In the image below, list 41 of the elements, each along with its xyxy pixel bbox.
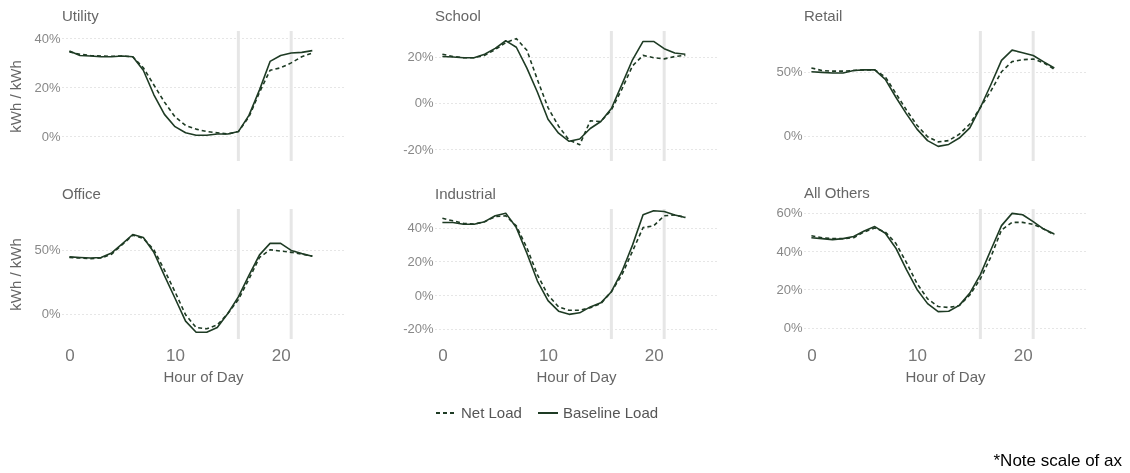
y-tick-label: 0% xyxy=(41,306,61,322)
x-tick-label: 20 xyxy=(271,345,291,365)
x-tick-label: 20 xyxy=(1013,345,1033,365)
legend-label: Net Load xyxy=(461,404,522,421)
chart-title: School xyxy=(435,6,481,24)
y-tick-label: 20% xyxy=(34,79,61,95)
y-tick-label: 0% xyxy=(783,320,803,336)
chart-title: All Others xyxy=(804,183,870,201)
x-axis-title: Hour of Day xyxy=(163,367,245,385)
y-tick-label: 40% xyxy=(407,220,434,236)
y-tick-label: 40% xyxy=(776,243,803,259)
y-axis-title: kWh / kWh xyxy=(7,238,25,311)
x-tick-label: 0 xyxy=(65,345,75,365)
y-axis-title: kWh / kWh xyxy=(7,60,25,133)
chart-title: Office xyxy=(62,184,101,202)
chart-title: Utility xyxy=(62,6,100,24)
chart-title: Retail xyxy=(804,6,843,24)
y-tick-label: 20% xyxy=(776,281,803,297)
y-tick-label: 20% xyxy=(407,253,434,269)
text: *Note scale of ax xyxy=(993,451,1122,471)
y-tick-label: 0% xyxy=(414,287,434,303)
x-tick-label: 10 xyxy=(539,345,558,365)
x-axis-title: Hour of Day xyxy=(536,367,618,385)
y-tick-label: 50% xyxy=(34,242,61,258)
y-tick-label: 0% xyxy=(414,95,434,111)
y-tick-label: 40% xyxy=(34,30,61,46)
x-tick-label: 10 xyxy=(166,345,185,365)
y-tick-label: 50% xyxy=(776,64,803,80)
x-tick-label: 20 xyxy=(644,345,664,365)
chart-title: Industrial xyxy=(435,184,496,202)
x-tick-label: 10 xyxy=(908,345,927,365)
y-tick-label: 0% xyxy=(41,128,61,144)
y-tick-label: -20% xyxy=(403,141,434,157)
y-tick-label: -20% xyxy=(403,321,434,337)
x-tick-label: 0 xyxy=(438,345,448,365)
y-tick-label: 20% xyxy=(407,49,434,65)
x-tick-label: 0 xyxy=(807,345,817,365)
legend-label: Baseline Load xyxy=(563,404,659,421)
y-tick-label: 0% xyxy=(783,128,803,144)
y-tick-label: 60% xyxy=(776,205,803,221)
x-axis-title: Hour of Day xyxy=(905,367,987,385)
